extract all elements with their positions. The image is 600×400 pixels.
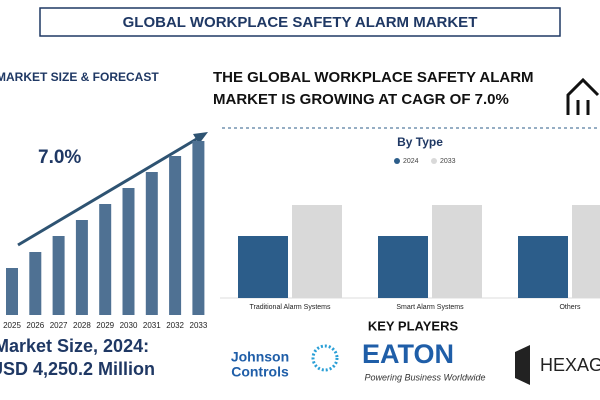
left-chart-title: MARKET SIZE & FORECAST xyxy=(0,70,159,84)
bar xyxy=(192,141,205,315)
bar xyxy=(52,236,65,315)
x-tick-label: 2029 xyxy=(96,321,114,330)
bar xyxy=(292,205,342,298)
x-tick-label: 2028 xyxy=(73,321,91,330)
bar xyxy=(238,236,288,298)
company-tagline: Powering Business Worldwide xyxy=(364,372,485,382)
x-tick-label: 2025 xyxy=(3,321,21,330)
bar xyxy=(122,188,135,315)
title-box xyxy=(39,7,561,37)
house-icon xyxy=(566,77,600,115)
growth-arrow xyxy=(17,135,201,247)
bar xyxy=(169,156,182,315)
x-tick-label: Smart Alarm Systems xyxy=(396,304,464,311)
company-name: HEXAG xyxy=(540,355,600,375)
market-size-label: Market Size, 2024: xyxy=(0,336,149,356)
bar xyxy=(145,172,158,315)
company-logo xyxy=(311,344,339,372)
chart-title: By Type xyxy=(397,135,443,149)
market-size-value: USD 4,250.2 Million xyxy=(0,359,155,379)
x-tick-label: 2033 xyxy=(190,321,208,330)
x-tick-label: 2032 xyxy=(166,321,184,330)
company-name: EATON xyxy=(362,339,454,369)
cagr-annotation: 7.0% xyxy=(38,147,81,168)
x-tick-label: 2031 xyxy=(143,321,161,330)
bar xyxy=(518,236,568,298)
bar xyxy=(378,236,428,298)
legend-swatch xyxy=(431,158,437,164)
x-tick-label: 2026 xyxy=(26,321,44,330)
bar xyxy=(6,268,18,315)
headline-line: MARKET IS GROWING AT CAGR OF 7.0% xyxy=(213,91,509,108)
bar xyxy=(29,252,42,315)
bar xyxy=(75,220,88,315)
page-title: GLOBAL WORKPLACE SAFETY ALARM MARKET xyxy=(123,14,478,31)
key-players-title: KEY PLAYERS xyxy=(368,318,459,333)
bar xyxy=(99,204,112,315)
legend-label: 2033 xyxy=(440,158,456,165)
headline-line: THE GLOBAL WORKPLACE SAFETY ALARM xyxy=(213,69,534,86)
bar xyxy=(572,205,600,298)
legend-swatch xyxy=(394,158,400,164)
arrow-head xyxy=(193,132,208,144)
company-logo xyxy=(515,345,530,385)
x-tick-label: Traditional Alarm Systems xyxy=(249,304,331,311)
x-tick-label: Others xyxy=(559,304,581,311)
legend-label: 2024 xyxy=(403,158,419,165)
x-tick-label: 2027 xyxy=(50,321,68,330)
company-name: Johnson xyxy=(231,349,289,365)
x-tick-label: 2030 xyxy=(120,321,138,330)
company-name: Controls xyxy=(231,364,289,380)
bar xyxy=(432,205,482,298)
